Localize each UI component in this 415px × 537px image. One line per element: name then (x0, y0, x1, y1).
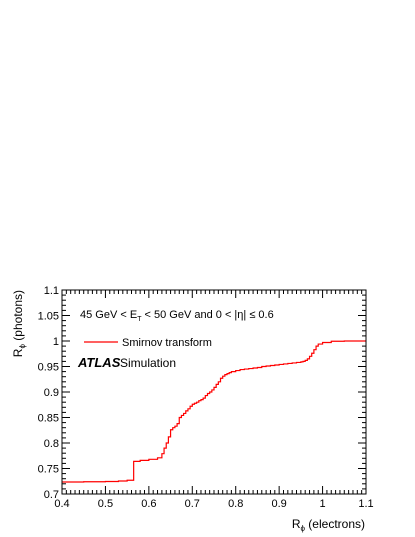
series-line-smirnov-transform (62, 340, 366, 483)
tick-labels: 0.4 0.5 0.6 0.7 0.8 0.9 1 1.1 0.7 0.75 0.8 0.85 0.9 0… (38, 285, 374, 510)
x-tick-label: 0.9 (271, 498, 286, 510)
x-tick-label: 0.8 (228, 498, 243, 510)
x-tick-label: 1 (320, 498, 326, 510)
axis-ticks (61, 289, 367, 495)
y-tick-label: 0.7 (44, 489, 59, 501)
y-tick-label: 0.75 (38, 464, 59, 476)
y-tick-label: 1.1 (44, 285, 59, 297)
x-tick-label: 1.1 (358, 498, 373, 510)
x-axis-label: Rϕ (electrons) (292, 517, 365, 533)
y-tick-label: 1.05 (38, 311, 59, 323)
y-tick-label: 1 (53, 336, 59, 348)
legend-label-smirnov-transform: Smirnov transform (122, 337, 212, 349)
y-tick-label: 0.8 (44, 438, 59, 450)
plot-frame (61, 289, 367, 495)
y-tick-label: 0.9 (44, 387, 59, 399)
x-tick-label: 0.7 (185, 498, 200, 510)
x-tick-label: 0.4 (54, 498, 69, 510)
x-tick-label: 0.5 (98, 498, 113, 510)
simulation-label: Simulation (120, 356, 176, 370)
y-tick-label: 0.85 (38, 413, 59, 425)
selection-annotation: 45 GeV < ET < 50 GeV and 0 < |η| ≤ 0.6 (80, 309, 274, 323)
y-axis-label: Rϕ (photons) (11, 290, 27, 357)
x-tick-label: 0.6 (141, 498, 156, 510)
atlas-label: ATLAS (77, 355, 121, 370)
y-tick-label: 0.95 (38, 362, 59, 374)
